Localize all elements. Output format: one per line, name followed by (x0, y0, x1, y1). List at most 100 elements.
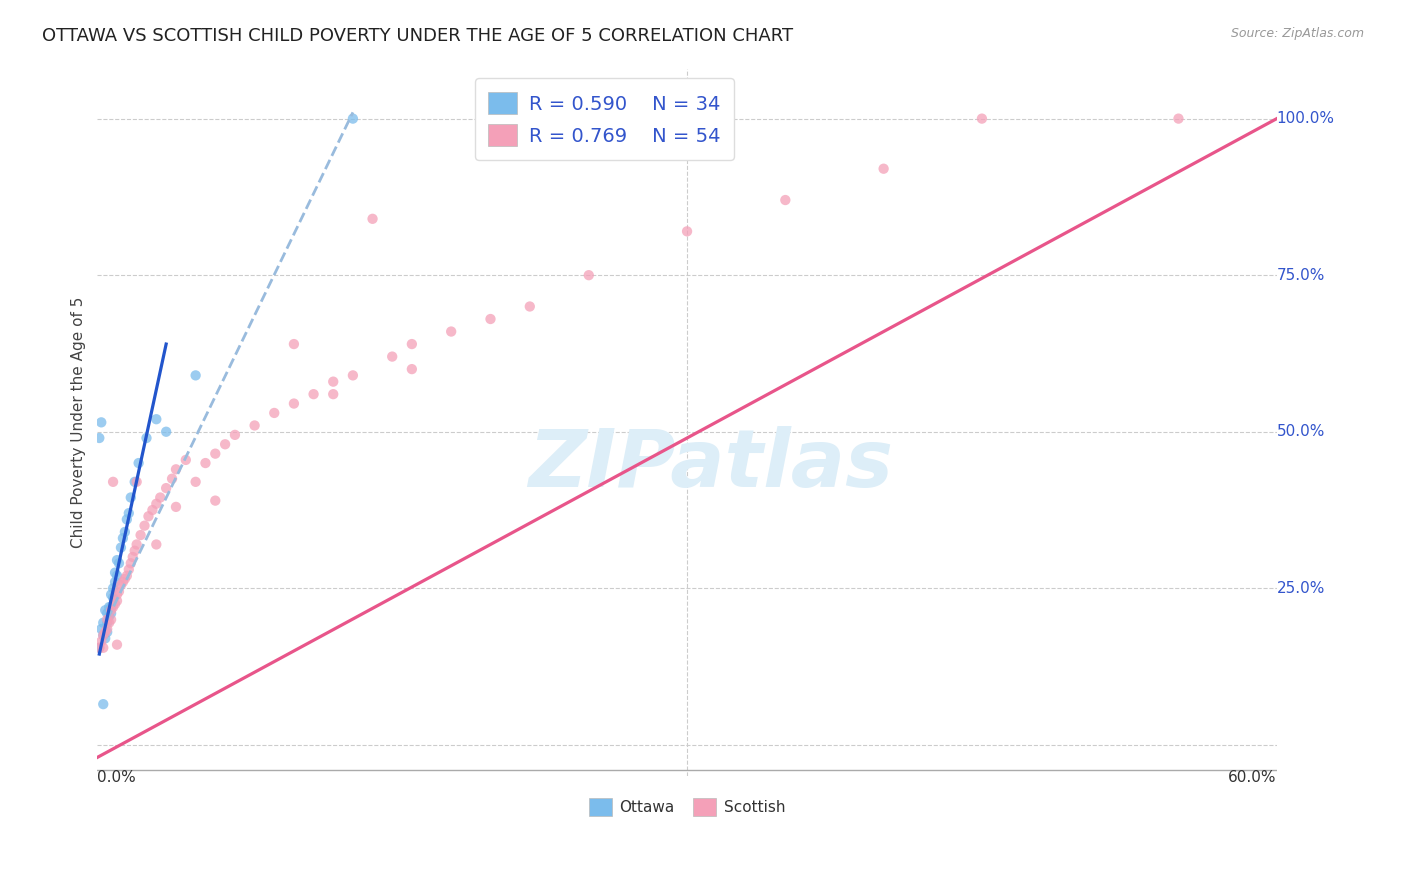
Point (100, 607, 122, 621)
Point (138, 509, 160, 524)
Point (125, 475, 148, 489)
Point (135, 431, 157, 445)
Point (342, 368, 364, 383)
Point (114, 524, 136, 539)
Point (479, 112, 502, 126)
Text: 75.0%: 75.0% (1277, 268, 1324, 283)
Point (89, 640, 111, 655)
Point (129, 528, 152, 542)
Point (479, 312, 502, 326)
Point (401, 337, 423, 351)
Point (91, 615, 114, 630)
Point (101, 475, 124, 489)
Point (134, 518, 156, 533)
Point (676, 224, 699, 238)
Point (125, 537, 148, 551)
Point (184, 368, 207, 383)
Point (145, 497, 167, 511)
Point (89, 640, 111, 655)
Point (283, 396, 305, 410)
Point (96, 622, 118, 636)
Point (302, 387, 325, 401)
Point (155, 481, 177, 495)
Point (110, 541, 132, 555)
Point (89, 431, 111, 445)
Text: OTTAWA VS SCOTTISH CHILD POVERTY UNDER THE AGE OF 5 CORRELATION CHART: OTTAWA VS SCOTTISH CHILD POVERTY UNDER T… (42, 27, 793, 45)
Point (322, 387, 344, 401)
Point (96, 615, 118, 630)
Point (243, 418, 266, 433)
Point (111, 531, 134, 545)
Point (578, 268, 600, 282)
Point (98, 615, 121, 630)
Point (101, 600, 124, 615)
Point (100, 588, 122, 602)
Point (91, 628, 114, 642)
Point (519, 300, 541, 314)
Point (91, 697, 114, 711)
Point (165, 500, 187, 514)
Point (96, 607, 118, 621)
Point (120, 556, 142, 570)
Point (101, 582, 124, 596)
Point (124, 475, 146, 489)
Point (263, 406, 285, 420)
Text: 50.0%: 50.0% (1277, 425, 1324, 439)
Point (118, 506, 141, 520)
Point (105, 588, 128, 602)
Point (96, 625, 118, 640)
Point (283, 337, 305, 351)
Point (96, 613, 118, 627)
Point (98, 609, 121, 624)
Point (94, 632, 117, 646)
Point (160, 472, 183, 486)
Point (105, 638, 128, 652)
Point (115, 512, 138, 526)
Text: 100.0%: 100.0% (1277, 112, 1334, 126)
Text: Source: ZipAtlas.com: Source: ZipAtlas.com (1230, 27, 1364, 40)
Point (128, 456, 150, 470)
Point (155, 425, 177, 439)
Point (90, 415, 112, 429)
Point (100, 603, 122, 617)
Point (104, 575, 127, 590)
Point (91, 640, 114, 655)
Point (108, 584, 131, 599)
Point (1167, 112, 1189, 126)
Point (98, 600, 121, 615)
Point (111, 575, 134, 590)
Point (381, 350, 404, 364)
Legend: Ottawa, Scottish: Ottawa, Scottish (579, 789, 794, 825)
Point (578, 112, 600, 126)
Point (184, 475, 207, 489)
Point (105, 553, 128, 567)
Text: 0.0%: 0.0% (97, 770, 136, 785)
Point (108, 556, 131, 570)
Point (204, 447, 226, 461)
Point (145, 537, 167, 551)
Point (145, 412, 167, 426)
Point (401, 362, 423, 376)
Point (90, 634, 112, 648)
Point (110, 578, 132, 592)
Point (94, 625, 117, 640)
Point (105, 568, 128, 582)
Text: ZIPatlas: ZIPatlas (529, 425, 893, 504)
Point (165, 462, 187, 476)
Point (120, 491, 142, 505)
Point (105, 594, 128, 608)
Point (440, 325, 463, 339)
Point (342, 112, 364, 126)
Text: 60.0%: 60.0% (1229, 770, 1277, 785)
Y-axis label: Child Poverty Under the Age of 5: Child Poverty Under the Age of 5 (72, 297, 86, 548)
Point (194, 456, 217, 470)
Point (90, 622, 112, 636)
Point (124, 543, 146, 558)
Point (322, 375, 344, 389)
Point (100, 613, 122, 627)
Point (214, 437, 236, 451)
Point (149, 491, 172, 505)
Point (174, 453, 197, 467)
Point (104, 566, 127, 580)
Point (94, 603, 117, 617)
